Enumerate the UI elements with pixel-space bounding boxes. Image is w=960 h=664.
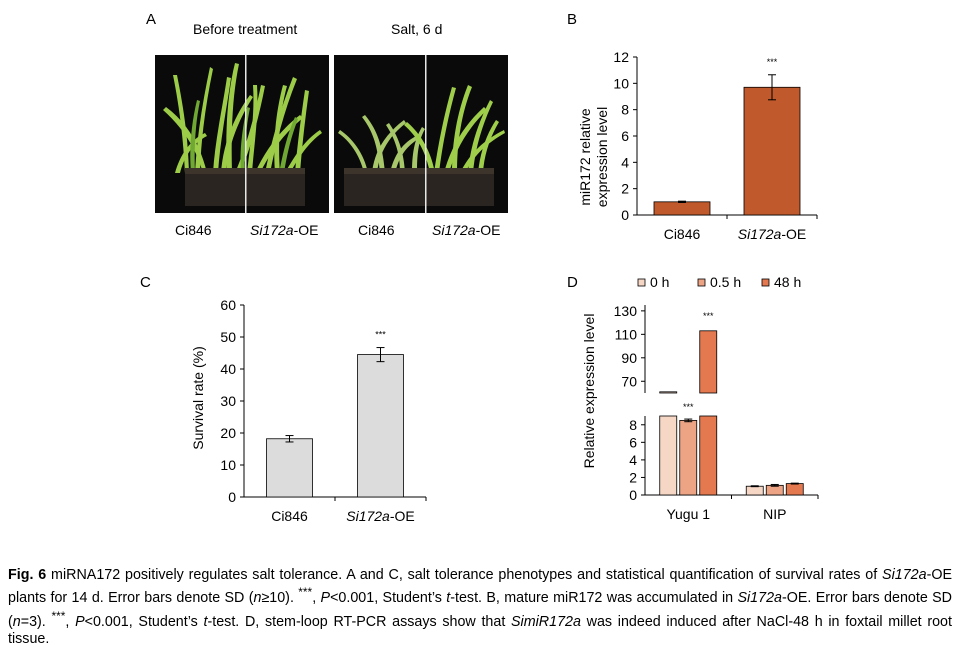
- chart-b-ytick-label: 6: [621, 128, 629, 144]
- caption-lead: Fig. 6: [8, 567, 47, 583]
- chart-b-ylabel-line2: expression level: [594, 107, 610, 207]
- chart-c-bar: [266, 438, 313, 498]
- panel-a-label-si172a-salt: Si172a-OE: [432, 222, 501, 238]
- chart-d-bar: [679, 419, 698, 496]
- chart-d-significance: ***: [703, 311, 714, 321]
- chart-d-bar: [765, 484, 784, 496]
- panel-a-label-ci846-before: Ci846: [175, 222, 212, 238]
- chart-d-ytick-label: 130: [614, 303, 638, 319]
- chart-c-ytick-label: 10: [220, 457, 236, 473]
- chart-d-bar-lower: [659, 415, 678, 496]
- chart-c-ytick-label: 0: [228, 489, 236, 505]
- chart-d-ylabel: Relative expression level: [581, 314, 597, 469]
- chart-d-bar-upper: [699, 330, 718, 394]
- chart-b-ytick-label: 0: [621, 207, 629, 223]
- chart-d-legend-label: 48 h: [774, 274, 801, 290]
- chart-c-ytick-label: 50: [220, 329, 236, 345]
- caption-body: A and C, salt tolerance phenotypes and s…: [8, 567, 952, 648]
- chart-c-bar: [357, 354, 404, 498]
- chart-b-ytick-label: 10: [613, 75, 629, 91]
- chart-b-bar: [653, 201, 711, 216]
- chart-d-legend-label: 0 h: [650, 274, 669, 290]
- chart-d-category-label: Yugu 1: [666, 506, 710, 522]
- chart-c-significance: ***: [375, 330, 386, 340]
- plant-photo-salt-6d: [334, 55, 508, 213]
- chart-b-ytick-label: 8: [621, 102, 629, 118]
- chart-d-legend-label: 0.5 h: [710, 274, 741, 290]
- chart-d-relative-expression: 0 h 0.5 h 48 h 70 90 110 130 0 24 68 Yugu 1 NIP *** *…: [581, 274, 819, 522]
- panel-a-label-ci846-salt: Ci846: [358, 222, 395, 238]
- chart-d-bar-lower: [699, 415, 718, 496]
- chart-b-ytick-label: 2: [621, 181, 629, 197]
- chart-d-ytick-label: 8: [629, 417, 637, 433]
- chart-d-significance: ***: [683, 402, 694, 412]
- chart-d-ytick-label: 4: [629, 452, 637, 468]
- chart-d-legend-swatch: [697, 278, 706, 287]
- chart-c-ytick-label: 40: [220, 361, 236, 377]
- chart-d-ytick-label: 0: [629, 487, 637, 503]
- panel-a-header-before: Before treatment: [193, 21, 298, 37]
- chart-b-bar: [743, 86, 801, 216]
- chart-d-legend-swatch: [637, 278, 646, 287]
- chart-c-category-label: Ci846: [271, 508, 308, 524]
- panel-a-label-si172a-before: Si172a-OE: [250, 222, 319, 238]
- chart-b-mir172-expression: 0 2 4 6 8 10 12 Ci846 Si172a-OE *** miR172 relati…: [577, 49, 818, 242]
- chart-c-ylabel: Survival rate (%): [190, 346, 206, 449]
- chart-c-ytick-label: 20: [220, 425, 236, 441]
- chart-c-category-label: Si172a-OE: [346, 508, 414, 524]
- chart-c-survival-rate: 0 10 20 30 40 50 60 Ci846 Si172a-OE *** Survival …: [190, 297, 427, 524]
- chart-b-category-label: Si172a-OE: [738, 226, 806, 242]
- chart-d-ytick-label: 90: [621, 350, 637, 366]
- panel-letter-c: C: [140, 274, 151, 291]
- chart-d-bar: [785, 483, 804, 496]
- panel-letter-a: A: [146, 11, 157, 28]
- chart-d-ytick-label: 70: [621, 373, 637, 389]
- chart-d-bar: [745, 485, 764, 496]
- chart-c-ytick-label: 30: [220, 393, 236, 409]
- chart-b-ylabel-line1: miR172 relative: [577, 108, 593, 205]
- chart-b-ytick-label: 4: [621, 154, 629, 170]
- chart-b-ytick-label: 12: [613, 49, 629, 65]
- chart-c-ytick-label: 60: [220, 297, 236, 313]
- chart-d-ytick-label: 2: [629, 469, 637, 485]
- panel-letter-b: B: [567, 11, 578, 28]
- panel-letter-d: D: [567, 274, 578, 291]
- plant-photo-before-treatment: [155, 55, 329, 213]
- caption-title: miRNA172 positively regulates salt toler…: [46, 567, 343, 583]
- figure-caption: Fig. 6 miRNA172 positively regulates sal…: [8, 567, 952, 649]
- chart-d-ytick-label: 6: [629, 434, 637, 450]
- chart-b-significance: ***: [767, 57, 778, 67]
- panel-a-header-salt: Salt, 6 d: [391, 21, 443, 37]
- chart-d-legend-swatch: [761, 278, 770, 287]
- chart-d-category-label: NIP: [763, 506, 786, 522]
- chart-b-category-label: Ci846: [664, 226, 701, 242]
- chart-d-bar-upper: [659, 391, 678, 394]
- chart-d-ytick-label: 110: [615, 326, 638, 342]
